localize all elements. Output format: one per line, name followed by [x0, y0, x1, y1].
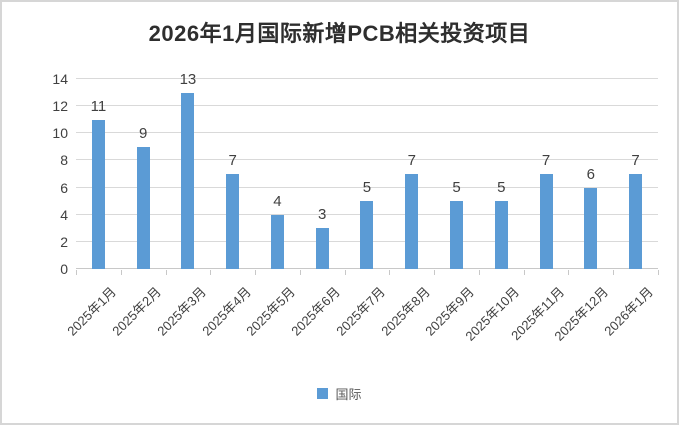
y-tick-label: 2	[60, 233, 68, 250]
x-tick	[389, 270, 391, 275]
x-tick	[255, 270, 257, 275]
bar-column: 13	[166, 72, 211, 269]
bar-value-label: 4	[273, 192, 282, 210]
gridline	[76, 132, 658, 134]
bar-value-label: 6	[586, 165, 595, 183]
y-tick-label: 6	[60, 179, 68, 196]
x-label-cell: 2026年1月	[602, 270, 658, 354]
y-tick-label: 0	[60, 261, 68, 277]
bar-value-label: 11	[90, 97, 107, 115]
gridline	[76, 159, 658, 161]
x-label-cell: 2025年3月	[154, 270, 211, 354]
x-tick	[344, 270, 346, 275]
y-tick-label: 10	[52, 125, 68, 142]
x-label-cell: 2025年6月	[288, 270, 345, 354]
bar-column: 7	[210, 79, 255, 269]
gridline	[76, 186, 658, 188]
bar-value-label: 9	[138, 124, 148, 142]
bar-column: 5	[434, 79, 479, 269]
bar-value-label: 5	[452, 179, 461, 197]
x-tick	[165, 270, 167, 275]
x-label-cell: 2025年5月	[244, 270, 300, 354]
bar-value-label: 5	[497, 179, 506, 197]
bar	[181, 92, 195, 269]
legend-item-label: 国际	[335, 387, 362, 402]
y-tick-label: 14	[52, 71, 68, 87]
x-label-cell: 2025年1月	[65, 270, 121, 354]
gridline	[76, 78, 658, 79]
bar-value-label: 5	[362, 179, 372, 197]
bar	[136, 146, 150, 269]
y-tick-label: 4	[60, 206, 68, 223]
bar	[539, 174, 553, 269]
bar-column: 7	[389, 79, 434, 269]
x-tick	[76, 270, 77, 275]
y-tick-label: 12	[52, 98, 68, 115]
x-tick	[658, 270, 659, 275]
bar	[450, 201, 463, 269]
x-label-cell: 2025年7月	[333, 270, 390, 354]
bar-column: 7	[613, 79, 658, 269]
x-tick	[434, 270, 436, 275]
bar-column: 3	[300, 79, 345, 269]
bar-column: 5	[345, 79, 390, 269]
bar	[360, 201, 374, 269]
chart-legend: 国际	[2, 384, 677, 403]
legend-swatch-icon	[317, 388, 329, 399]
bar	[91, 119, 105, 269]
y-axis-labels: 0 2 4 6 8 10 12 14	[2, 72, 68, 276]
x-tick	[523, 270, 525, 275]
bar	[405, 174, 419, 269]
bar-column: 11	[76, 79, 121, 269]
x-tick	[210, 270, 212, 275]
bar-column: 5	[479, 79, 524, 269]
bar-value-label: 3	[318, 206, 327, 224]
x-tick	[299, 270, 301, 275]
bar	[270, 214, 284, 269]
x-tick	[478, 270, 480, 275]
x-label-cell: 2025年8月	[378, 270, 434, 354]
bar-value-label: 13	[179, 70, 197, 88]
x-axis-ticks	[76, 270, 659, 275]
bar-series: 11 9 13 7 4 3 5 7 5 5 7 6 7	[76, 72, 658, 269]
bar-value-label: 7	[228, 152, 237, 169]
x-tick	[568, 270, 570, 275]
bar	[584, 187, 598, 269]
x-label-cell: 2025年2月	[109, 270, 166, 354]
x-label-cell: 2025年4月	[199, 270, 255, 354]
bar-column: 9	[121, 79, 166, 269]
bar-column: 6	[568, 79, 613, 269]
bar	[226, 174, 240, 269]
x-label-cell: 2025年12月	[552, 270, 613, 354]
gridline	[76, 105, 658, 107]
chart-title: 2026年1月国际新增PCB相关投资项目	[148, 21, 531, 46]
x-axis-labels: 2025年1月 2025年2月 2025年3月 2025年4月 2025年5月 2025年…	[65, 270, 658, 354]
bar	[315, 228, 329, 269]
bar-value-label: 7	[407, 152, 416, 169]
x-tick	[120, 270, 122, 275]
bar-value-label: 7	[631, 152, 640, 169]
bar-value-label: 7	[541, 152, 551, 169]
y-tick-label: 8	[60, 152, 68, 169]
bar-column: 7	[524, 79, 569, 269]
bar-column: 4	[255, 79, 300, 269]
x-tick	[613, 270, 615, 275]
bar	[629, 174, 643, 269]
bar	[494, 201, 508, 269]
